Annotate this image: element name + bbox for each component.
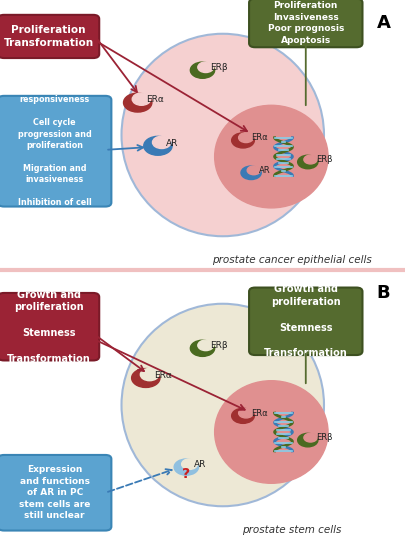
Text: ERβ: ERβ bbox=[211, 341, 228, 350]
Circle shape bbox=[190, 340, 215, 356]
Text: B: B bbox=[377, 284, 390, 301]
Text: AR: AR bbox=[259, 166, 271, 174]
Text: Proliferation
Invasiveness
Poor prognosis
Apoptosis: Proliferation Invasiveness Poor prognosi… bbox=[268, 1, 344, 45]
FancyBboxPatch shape bbox=[0, 96, 111, 206]
Circle shape bbox=[124, 93, 152, 112]
Text: ERβ: ERβ bbox=[211, 63, 228, 72]
Circle shape bbox=[141, 368, 159, 381]
Ellipse shape bbox=[122, 33, 324, 237]
Circle shape bbox=[174, 459, 198, 475]
Text: AR: AR bbox=[166, 139, 179, 147]
Circle shape bbox=[181, 459, 197, 469]
Circle shape bbox=[304, 433, 317, 442]
Circle shape bbox=[144, 136, 172, 156]
Text: Growth and
proliferation

Stemness

Transformation: Growth and proliferation Stemness Transf… bbox=[7, 289, 90, 364]
Circle shape bbox=[304, 155, 317, 164]
Text: prostate cancer epithelial cells: prostate cancer epithelial cells bbox=[212, 254, 371, 265]
FancyBboxPatch shape bbox=[0, 15, 99, 58]
Circle shape bbox=[232, 408, 254, 423]
Text: Growth and
proliferation

Stemness

Transformation: Growth and proliferation Stemness Transf… bbox=[264, 284, 347, 359]
FancyBboxPatch shape bbox=[249, 0, 362, 47]
Circle shape bbox=[132, 93, 151, 105]
FancyBboxPatch shape bbox=[0, 455, 111, 530]
Circle shape bbox=[298, 433, 318, 447]
FancyBboxPatch shape bbox=[0, 293, 99, 361]
Text: A: A bbox=[377, 14, 390, 31]
Text: ?: ? bbox=[182, 467, 190, 481]
Circle shape bbox=[298, 156, 318, 168]
Circle shape bbox=[190, 62, 215, 78]
Text: ERα: ERα bbox=[146, 96, 164, 104]
Text: Androgen
responsiveness

Cell cycle
progression and
proliferation

Migration and: Androgen responsiveness Cell cycle progr… bbox=[18, 84, 92, 219]
Text: ERβ: ERβ bbox=[316, 155, 333, 164]
Circle shape bbox=[198, 62, 213, 72]
Circle shape bbox=[153, 136, 171, 149]
Text: ERα: ERα bbox=[251, 133, 268, 142]
Text: prostate stem cells: prostate stem cells bbox=[242, 524, 341, 535]
Circle shape bbox=[232, 133, 254, 148]
Circle shape bbox=[239, 133, 254, 143]
FancyBboxPatch shape bbox=[249, 287, 362, 355]
Text: ERα: ERα bbox=[154, 371, 172, 380]
Circle shape bbox=[241, 166, 261, 179]
Circle shape bbox=[239, 408, 254, 418]
Ellipse shape bbox=[122, 303, 324, 507]
Text: AR: AR bbox=[194, 460, 207, 469]
Text: Proliferation
Transformation: Proliferation Transformation bbox=[4, 25, 94, 48]
Circle shape bbox=[198, 340, 213, 350]
Text: ERα: ERα bbox=[251, 409, 268, 417]
Text: ERβ: ERβ bbox=[316, 433, 333, 442]
Ellipse shape bbox=[215, 105, 328, 208]
Circle shape bbox=[247, 166, 260, 175]
Ellipse shape bbox=[215, 381, 328, 483]
Text: Expression
and functions
of AR in PC
stem cells are
still unclear: Expression and functions of AR in PC ste… bbox=[19, 465, 90, 520]
Circle shape bbox=[132, 368, 160, 388]
